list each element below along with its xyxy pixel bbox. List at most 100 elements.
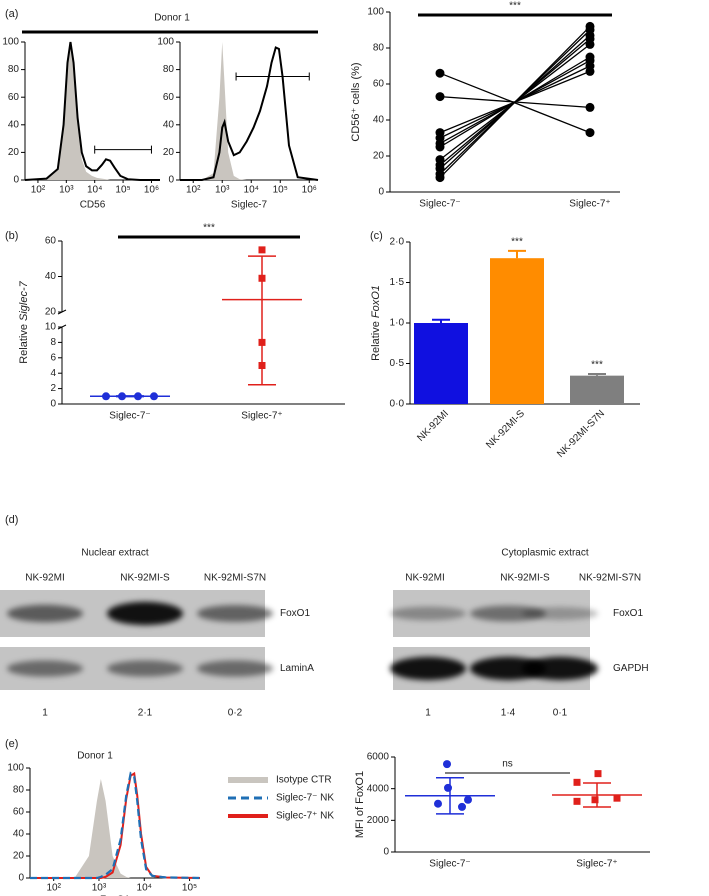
- y-tick-label: 1·0: [390, 318, 405, 329]
- y-tick-label: 100: [7, 763, 24, 774]
- sd-bar: [583, 782, 611, 808]
- blot-band: [197, 660, 273, 677]
- blot-band: [107, 601, 183, 626]
- y-tick-label: 0: [383, 847, 389, 858]
- panel-label: (d): [5, 514, 18, 526]
- blot-title: Cytoplasmic extract: [501, 548, 588, 559]
- curve: [30, 771, 201, 880]
- blot-row-label: LaminA: [280, 663, 314, 674]
- pair-point: [585, 52, 595, 62]
- y-tick-label: 2000: [367, 815, 390, 826]
- sd-bar: [116, 395, 144, 398]
- error-bar: [508, 249, 526, 259]
- lane-label: NK-92MI: [25, 573, 64, 584]
- pair-point: [585, 102, 595, 112]
- y-tick-label: 1·5: [390, 277, 405, 288]
- data-point: [458, 802, 466, 811]
- lane-label: NK-92MI: [405, 573, 444, 584]
- blot-band: [522, 607, 598, 620]
- x-axis-label: CD56: [80, 200, 106, 211]
- data-point: [258, 246, 266, 254]
- pair-point: [585, 21, 595, 31]
- pair-line: [439, 25, 591, 179]
- y-tick-label: 0·0: [390, 399, 405, 410]
- curve: [24, 41, 160, 181]
- data-point: [591, 796, 599, 804]
- data-point: [464, 795, 472, 804]
- data-point: [444, 783, 452, 792]
- y-tick-label: 60: [373, 79, 385, 90]
- y-tick-label: 10: [45, 322, 57, 333]
- chart-title: Donor 1: [77, 751, 113, 762]
- y-tick-label: 0: [168, 175, 174, 186]
- filled-curve: [25, 42, 160, 180]
- y-tick-label: 0: [50, 399, 56, 410]
- x-tick-label: 10²: [186, 185, 201, 196]
- y-tick-label: 20: [163, 147, 175, 158]
- x-tick-label: 10³: [92, 883, 107, 894]
- data-point: [594, 770, 602, 778]
- legend-label: Isotype CTR: [276, 775, 332, 786]
- x-tick-label: 10⁵: [273, 185, 288, 196]
- data-point: [434, 799, 442, 808]
- data-point: [573, 797, 581, 805]
- x-tick-label: NK-92MI-S7N: [555, 408, 607, 460]
- curve: [180, 46, 319, 181]
- significance-label: ns: [502, 759, 513, 770]
- y-axis-label: Relative FoxO1: [370, 285, 382, 361]
- y-axis-label: MFI of FoxO1: [354, 771, 366, 838]
- y-tick-label: 80: [373, 43, 385, 54]
- blot-row-label: FoxO1: [280, 608, 310, 619]
- y-tick-label: 40: [13, 829, 25, 840]
- panel-label: (a): [5, 8, 18, 20]
- y-tick-label: 8: [50, 337, 56, 348]
- blot-band: [7, 660, 83, 677]
- y-axis-label-part: Relative: [370, 318, 382, 361]
- y-tick-label: 100: [2, 37, 19, 48]
- y-tick-label: 0: [18, 873, 24, 884]
- chart-title: Donor 1: [154, 13, 190, 24]
- y-tick-label: 40: [163, 119, 175, 130]
- y-tick-label: 40: [8, 119, 20, 130]
- pair-point: [435, 173, 445, 183]
- x-tick-label: Siglec-7⁻: [419, 199, 460, 210]
- y-tick-label: 2·0: [390, 237, 405, 248]
- x-tick-label: 10⁴: [244, 185, 259, 196]
- y-tick-label: 40: [45, 271, 57, 282]
- y-tick-label: 6000: [367, 752, 390, 763]
- y-tick-label: 20: [8, 147, 20, 158]
- blot-band: [197, 605, 273, 622]
- lane-label: NK-92MI-S: [120, 573, 170, 584]
- bar: [490, 258, 544, 404]
- x-tick-label: NK-92MI: [415, 408, 451, 444]
- x-tick-label: Siglec-7⁺: [241, 411, 282, 422]
- x-tick-label: Siglec-7⁺: [569, 199, 610, 210]
- blot-ratio: 1: [42, 708, 48, 719]
- y-axis-label: Relative Siglec-7: [18, 280, 30, 363]
- bar: [570, 375, 624, 404]
- blot-ratio: 2·1: [138, 708, 153, 719]
- blot-band: [522, 656, 598, 681]
- y-tick-label: 80: [13, 785, 25, 796]
- y-tick-label: 100: [157, 37, 174, 48]
- y-tick-label: 2: [50, 383, 56, 394]
- blot-ratio: 1: [425, 708, 431, 719]
- y-tick-label: 80: [8, 64, 20, 75]
- blot-row-label: GAPDH: [613, 663, 649, 674]
- y-axis-label: CD56⁺ cells (%): [350, 62, 362, 141]
- bar: [414, 323, 468, 404]
- blot-ratio: 0·1: [553, 708, 568, 719]
- x-axis-label: FoxO1: [100, 895, 130, 896]
- y-tick-label: 4: [50, 368, 56, 379]
- y-tick-label: 100: [367, 7, 384, 18]
- gate: [235, 72, 310, 81]
- sd-bar: [248, 255, 276, 386]
- x-tick-label: 10²: [46, 883, 61, 894]
- y-tick-label: 0: [13, 175, 19, 186]
- significance-label: ***: [509, 1, 521, 12]
- y-tick-label: 0: [378, 187, 384, 198]
- blot-band: [390, 656, 466, 681]
- panel-label: (c): [370, 230, 383, 242]
- x-axis-label: Siglec-7: [231, 200, 268, 211]
- legend-label: Siglec-7⁻ NK: [276, 793, 334, 804]
